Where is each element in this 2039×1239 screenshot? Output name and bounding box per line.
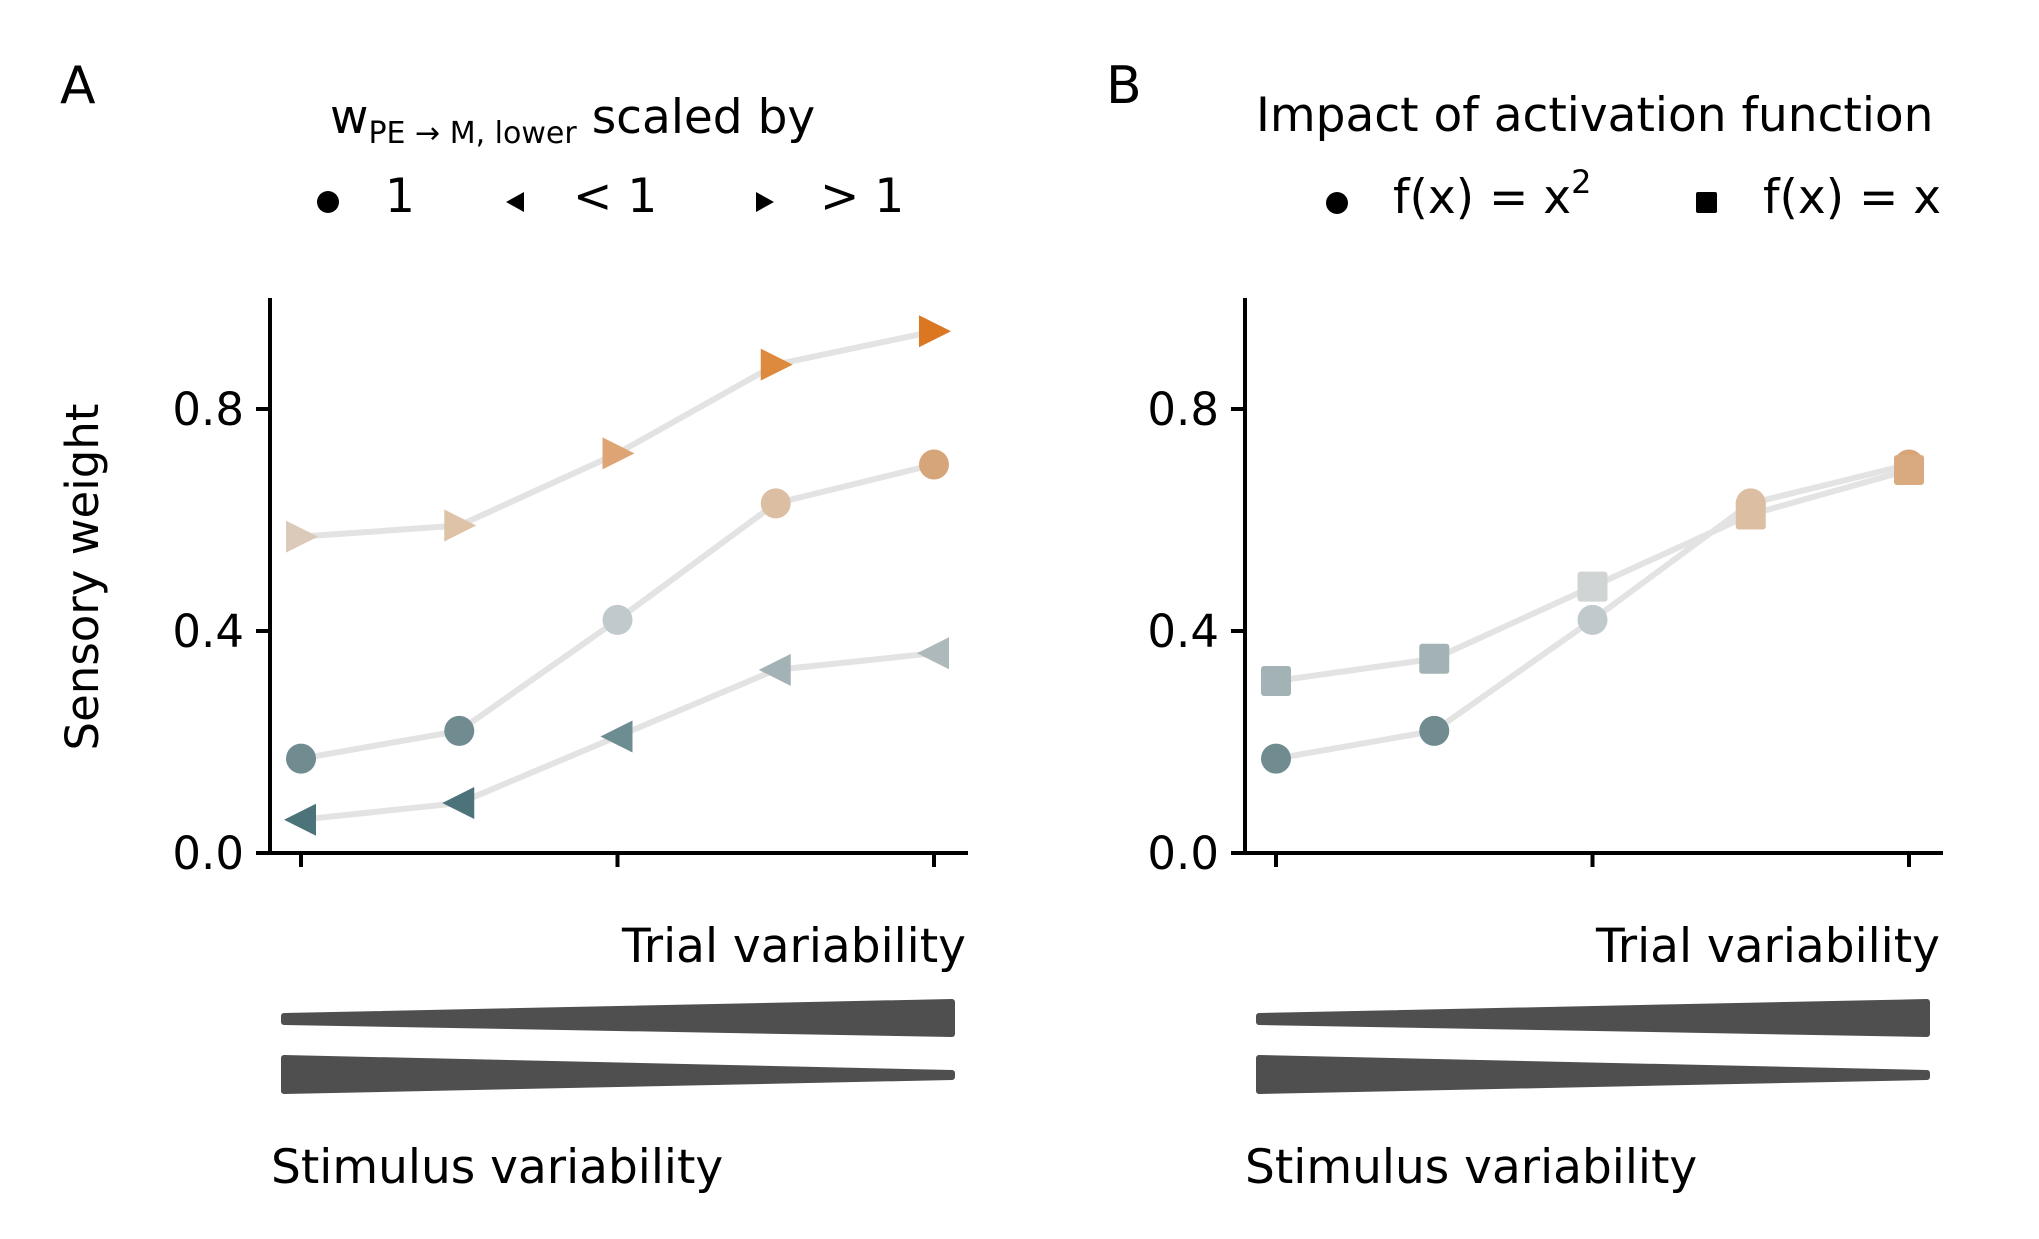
panel-a-trial-label: Trial variability	[621, 919, 966, 974]
triangle-left-data-point	[917, 637, 949, 670]
panel-a-stimulus-wedge	[281, 1055, 955, 1094]
panel-a-legend-title-sub: PE → M, lower	[368, 116, 577, 151]
legend-circle-marker	[317, 191, 339, 213]
triangle-right-data-point	[919, 315, 951, 348]
panel-a-legend: wPE → M, lower scaled by 1 < 1 > 1	[317, 90, 904, 224]
panel-b-legend-label-1-sup: 2	[1571, 163, 1591, 201]
panel-a-plot	[284, 315, 951, 836]
panel-a-axes: 0.0 0.4 0.8	[172, 298, 968, 880]
panel-b-legend: Impact of activation function f(x) = x2 …	[1256, 88, 1941, 225]
panel-a-legend-label-1: 1	[385, 169, 415, 224]
triangle-left-data-point	[284, 803, 316, 836]
circle-data-point	[1261, 743, 1291, 774]
square-data-point	[1577, 571, 1608, 602]
triangle-left-data-point	[442, 787, 475, 820]
triangle-right-data-point	[286, 520, 318, 553]
circle-data-point	[919, 449, 949, 480]
circle-data-point	[286, 743, 316, 774]
circle-data-point	[444, 715, 475, 746]
circle-data-point	[1577, 604, 1608, 635]
panel-a-legend-label-2: < 1	[573, 169, 657, 224]
y-tick-label: 0.8	[1147, 383, 1219, 436]
triangle-left-data-point	[758, 653, 791, 686]
triangle-right-data-point	[760, 348, 793, 381]
square-data-point	[1894, 455, 1924, 486]
series-line	[300, 328, 935, 540]
panel-a-letter: A	[60, 56, 96, 116]
y-tick-label: 0.8	[172, 383, 244, 436]
panel-b-stimulus-label: Stimulus variability	[1245, 1140, 1697, 1195]
panel-b-axes: 0.0 0.4 0.8	[1147, 298, 1943, 880]
panel-b-legend-label-2: f(x) = x	[1763, 170, 1941, 225]
panel-b-stimulus-wedge	[1256, 1055, 1930, 1094]
panel-b: B Impact of activation function f(x) = x…	[1106, 56, 1943, 1195]
panel-a-legend-title-suffix: scaled by	[592, 90, 816, 145]
panel-a-legend-title-w: w	[330, 90, 368, 145]
panel-a-trial-wedge	[281, 999, 955, 1037]
panel-b-legend-label-1: f(x) = x2	[1393, 163, 1591, 225]
circle-data-point	[602, 604, 633, 635]
panel-b-trial-wedge	[1256, 999, 1930, 1037]
square-data-point	[1419, 643, 1450, 674]
legend-circle-marker	[1326, 192, 1348, 214]
panel-b-plot	[1261, 449, 1924, 774]
panel-a-ticks: 0.0 0.4 0.8	[172, 383, 936, 880]
panel-a-ylabel: Sensory weight	[56, 404, 109, 751]
circle-data-point	[760, 488, 791, 519]
legend-square-marker	[1696, 192, 1717, 213]
square-data-point	[1735, 499, 1766, 530]
legend-triangle-left-marker	[506, 192, 524, 212]
y-tick-label: 0.4	[172, 605, 244, 658]
panel-a: A wPE → M, lower scaled by 1 < 1 > 1 Sens…	[56, 56, 968, 1195]
triangle-right-data-point	[444, 509, 477, 542]
triangle-right-data-point	[602, 437, 635, 470]
panel-a-legend-title: wPE → M, lower scaled by	[330, 90, 815, 151]
circle-data-point	[1419, 715, 1450, 746]
y-tick-label: 0.0	[172, 827, 244, 880]
y-tick-label: 0.4	[1147, 605, 1219, 658]
panel-b-ticks: 0.0 0.4 0.8	[1147, 383, 1911, 880]
panel-b-trial-label: Trial variability	[1595, 919, 1940, 974]
panel-b-legend-title: Impact of activation function	[1256, 88, 1933, 143]
panel-b-legend-label-1-base: f(x) = x	[1393, 170, 1571, 225]
triangle-left-data-point	[600, 720, 633, 753]
square-data-point	[1261, 665, 1291, 696]
panel-b-letter: B	[1106, 56, 1142, 116]
panel-a-legend-label-3: > 1	[820, 169, 904, 224]
legend-triangle-right-marker	[756, 192, 774, 212]
y-tick-label: 0.0	[1147, 827, 1219, 880]
panel-a-stimulus-label: Stimulus variability	[271, 1140, 723, 1195]
